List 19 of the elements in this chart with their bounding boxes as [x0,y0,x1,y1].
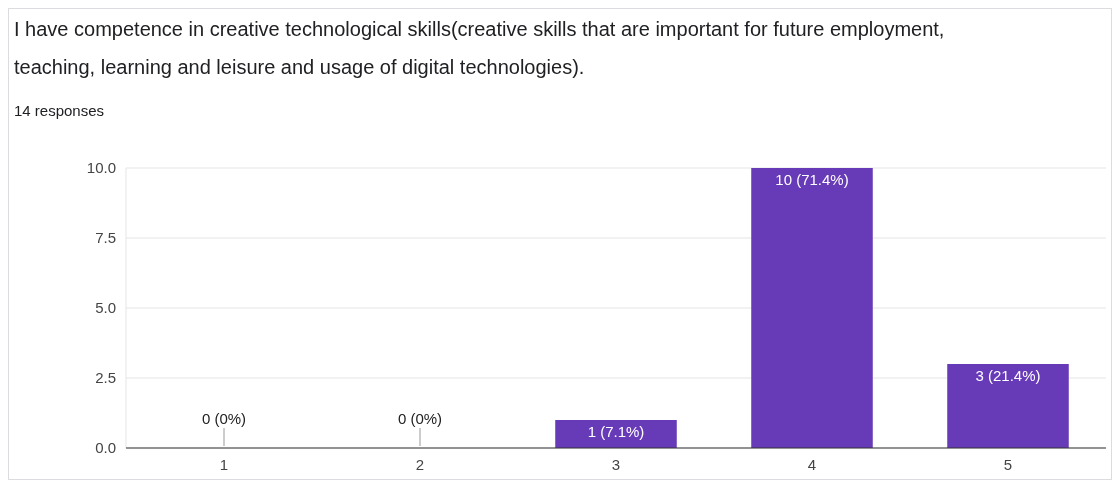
x-tick-label: 3 [611,456,621,473]
data-label: 3 (21.4%) [975,367,1041,384]
y-tick-label: 7.5 [95,229,116,246]
bar [751,168,873,448]
y-tick-label: 10.0 [86,159,116,176]
y-tick-label: 0.0 [95,439,116,456]
x-tick-label: 1 [219,456,229,473]
y-tick-label: 2.5 [95,369,116,386]
y-tick-label: 5.0 [95,299,116,316]
x-tick-label: 4 [807,456,817,473]
x-tick-label: 5 [1003,456,1013,473]
data-label: 1 (7.1%) [587,423,645,440]
bar [947,364,1069,448]
x-tick-label: 2 [415,456,425,473]
data-label: 0 (0%) [397,410,443,427]
data-label: 10 (71.4%) [775,171,849,188]
chart-title: I have competence in creative technological skills(creative skills that are important for future employment, teaching, learning and leisure and usage of digital technologies). [14,18,945,78]
data-label: 0 (0%) [201,410,247,427]
chart-subtitle: 14 responses [14,102,105,119]
